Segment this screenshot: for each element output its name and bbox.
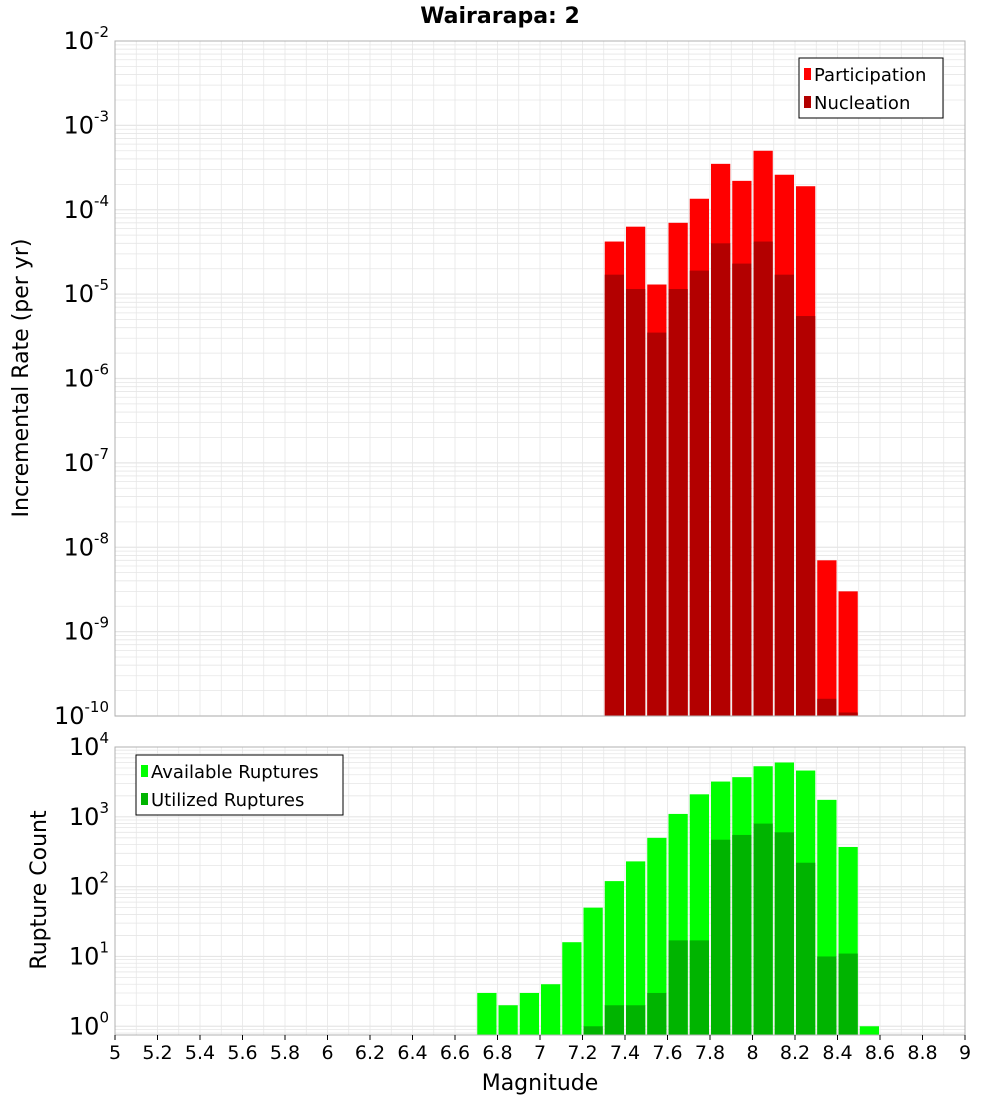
x-tick-label: 8.8: [907, 1042, 937, 1064]
y-tick-label: 101: [69, 938, 109, 970]
y-tick-label: 10-2: [63, 23, 109, 55]
y-tick-label: 10-7: [63, 445, 109, 477]
bar-available-ruptures: [498, 1005, 518, 1035]
plot-frame: [114, 40, 966, 717]
x-tick-label: 6.6: [440, 1042, 470, 1064]
bar-available-ruptures: [541, 984, 561, 1035]
x-tick-label: 6: [321, 1042, 333, 1064]
x-tick-label: 9: [959, 1042, 971, 1064]
bar-available-ruptures: [562, 942, 582, 1035]
y-tick-label: 10-3: [63, 107, 109, 139]
bar-nucleation: [689, 270, 709, 716]
y-tick-label: 104: [69, 729, 109, 761]
bar-utilized-ruptures: [732, 834, 752, 1035]
x-tick-label: 8.2: [780, 1042, 810, 1064]
legend-label: Nucleation: [814, 93, 910, 114]
bar-available-ruptures: [647, 837, 667, 1035]
bar-nucleation: [711, 243, 731, 717]
bar-nucleation: [774, 274, 794, 716]
legend-swatch: [804, 96, 811, 108]
bar-utilized-ruptures: [647, 992, 667, 1035]
x-tick-label: 6.8: [482, 1042, 512, 1064]
bar-nucleation: [838, 712, 858, 716]
bar-nucleation: [647, 332, 667, 716]
panel-1: 104 103 102 101 100 Available Ruptures Utilize…: [69, 729, 966, 1040]
x-tick-label: 5.8: [270, 1042, 300, 1064]
bar-nucleation: [732, 263, 752, 716]
y-tick-label: 103: [69, 799, 109, 831]
x-tick-label: 5: [109, 1042, 121, 1064]
x-tick-label: 5.4: [185, 1042, 215, 1064]
bar-available-ruptures: [626, 861, 646, 1035]
bar-nucleation: [796, 316, 816, 716]
legend-label: Participation: [814, 65, 926, 86]
chart-title: Wairarapa: 2: [420, 4, 580, 29]
x-tick-label: 6.4: [397, 1042, 427, 1064]
bar-available-ruptures: [519, 992, 539, 1035]
bar-nucleation: [668, 289, 688, 716]
y-tick-label: 100: [69, 1008, 109, 1040]
y-tick-label: 10-8: [63, 529, 109, 561]
top-y-axis-title: Incremental Rate (per yr): [9, 239, 34, 518]
legend-label: Available Ruptures: [151, 762, 319, 783]
x-tick-label: 5.2: [142, 1042, 172, 1064]
bar-participation: [817, 560, 837, 716]
bar-participation: [838, 591, 858, 716]
bar-utilized-ruptures: [626, 1005, 646, 1035]
panel-0: 10-2 10-3 10-4 10-5 10-6 10-7 10-8 10-9 10-10 Par…: [54, 23, 966, 730]
bar-utilized-ruptures: [711, 839, 731, 1035]
x-tick-label: 8.6: [865, 1042, 895, 1064]
y-tick-label: 102: [69, 869, 109, 901]
legend-box: [135, 754, 344, 816]
y-tick-label: 10-5: [63, 276, 109, 308]
bar-available-ruptures: [583, 907, 603, 1035]
legend-swatch: [141, 765, 148, 777]
bar-available-ruptures: [859, 1026, 879, 1035]
bar-nucleation: [604, 274, 624, 716]
y-tick-label: 10-10: [54, 698, 109, 730]
bar-available-ruptures: [477, 992, 497, 1035]
bar-utilized-ruptures: [668, 940, 688, 1035]
x-tick-label: 7.8: [695, 1042, 725, 1064]
x-tick-label: 6.2: [355, 1042, 385, 1064]
x-tick-label: 7.6: [652, 1042, 682, 1064]
bar-utilized-ruptures: [838, 953, 858, 1035]
y-tick-label: 10-9: [63, 614, 109, 646]
x-tick-label: 8: [746, 1042, 758, 1064]
x-tick-label: 7.4: [610, 1042, 640, 1064]
bar-nucleation: [626, 289, 646, 716]
bar-utilized-ruptures: [796, 862, 816, 1035]
legend-swatch: [804, 68, 811, 80]
x-axis-title: Magnitude: [482, 1071, 599, 1096]
bar-utilized-ruptures: [774, 832, 794, 1035]
bar-nucleation: [817, 698, 837, 716]
bottom-y-axis-title: Rupture Count: [27, 810, 52, 970]
x-tick-label: 7: [534, 1042, 546, 1064]
bar-utilized-ruptures: [817, 956, 837, 1035]
x-tick-label: 8.4: [822, 1042, 852, 1064]
bar-utilized-ruptures: [753, 823, 773, 1035]
y-tick-label: 10-6: [63, 361, 109, 393]
bar-utilized-ruptures: [604, 1005, 624, 1035]
bar-nucleation: [753, 241, 773, 717]
bar-utilized-ruptures: [583, 1026, 603, 1035]
legend-label: Utilized Ruptures: [151, 790, 304, 811]
y-tick-label: 10-4: [63, 192, 109, 224]
x-tick-label: 5.6: [227, 1042, 257, 1064]
bar-utilized-ruptures: [689, 940, 709, 1035]
bar-available-ruptures: [604, 881, 624, 1035]
legend-swatch: [141, 793, 148, 805]
x-tick-label: 7.2: [567, 1042, 597, 1064]
legend-box: [798, 57, 944, 119]
